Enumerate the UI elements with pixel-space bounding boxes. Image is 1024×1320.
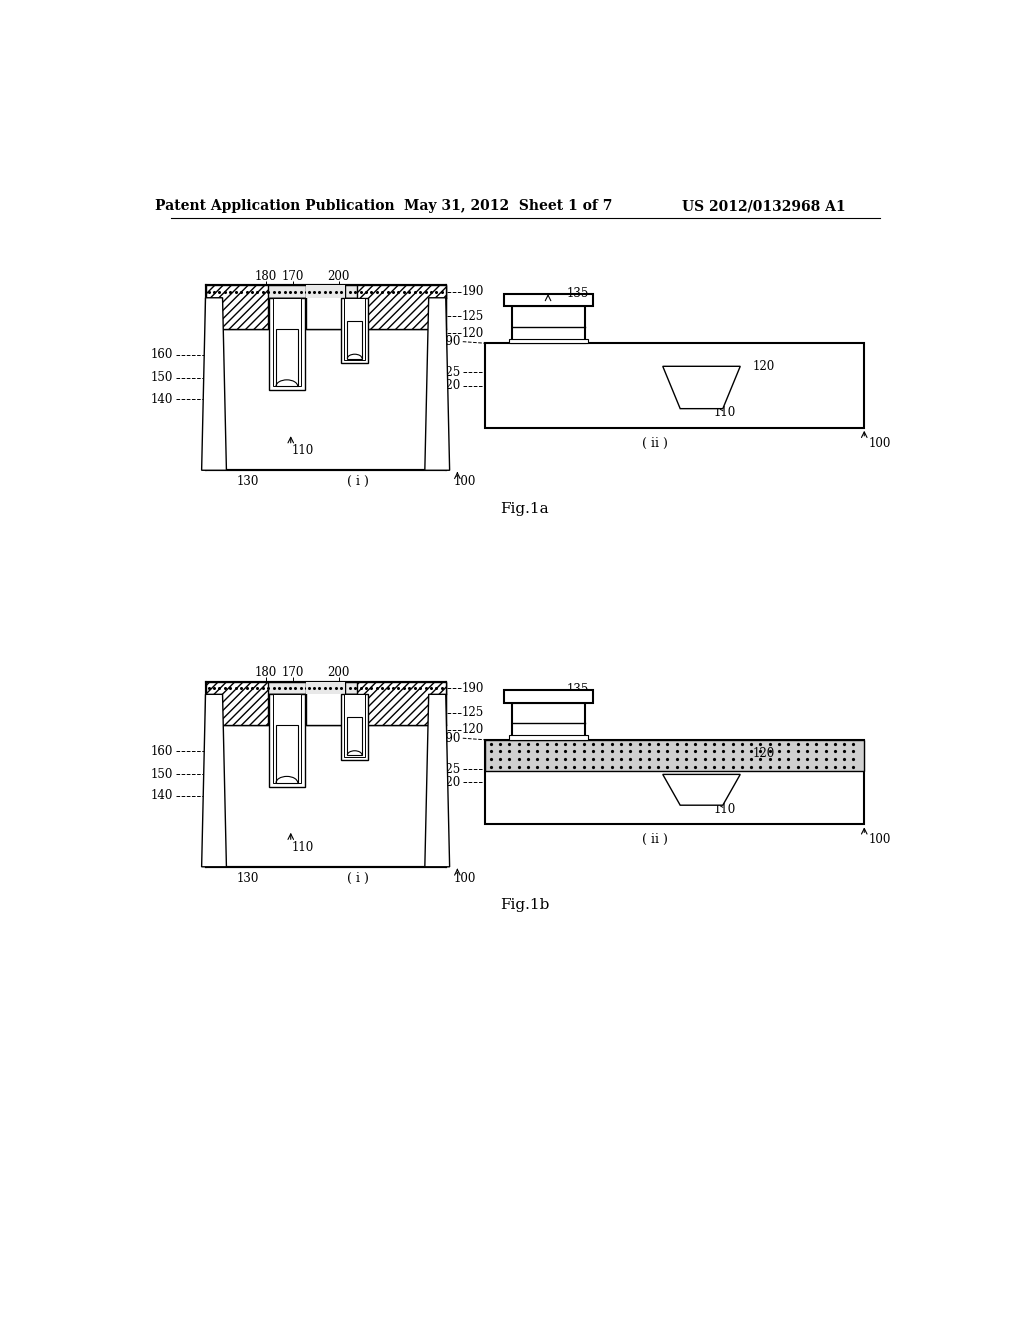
Polygon shape [663, 367, 740, 409]
Text: 100: 100 [454, 475, 476, 488]
Bar [206, 682, 267, 725]
Polygon shape [663, 775, 740, 805]
Text: 125: 125 [439, 366, 461, 379]
Text: 160: 160 [151, 348, 173, 362]
Text: 100: 100 [868, 833, 891, 846]
Bar [206, 682, 445, 867]
Text: 120: 120 [439, 776, 461, 788]
Bar [306, 285, 345, 298]
Text: 160: 160 [151, 744, 173, 758]
Text: Fig.1a: Fig.1a [501, 502, 549, 516]
Bar [273, 694, 301, 783]
Bar [276, 725, 298, 783]
Text: 170: 170 [282, 269, 304, 282]
Text: 130: 130 [237, 475, 259, 488]
Bar [509, 339, 588, 343]
Bar [306, 285, 345, 329]
Text: 110: 110 [291, 445, 313, 458]
Bar [484, 739, 864, 825]
Bar [306, 682, 345, 694]
Bar [504, 294, 593, 306]
Text: 120: 120 [461, 723, 483, 737]
Text: ( ii ): ( ii ) [642, 833, 668, 846]
Bar [504, 690, 593, 702]
Text: 190: 190 [461, 681, 483, 694]
Bar [341, 298, 369, 363]
Text: 120: 120 [439, 379, 461, 392]
Text: 190: 190 [439, 731, 461, 744]
Text: 150: 150 [151, 371, 173, 384]
Bar [347, 321, 362, 359]
Text: 120: 120 [461, 326, 483, 339]
Bar [206, 285, 445, 298]
Bar [512, 306, 586, 343]
Text: 110: 110 [714, 803, 736, 816]
Bar [273, 298, 301, 387]
Polygon shape [202, 694, 226, 867]
Text: 180: 180 [255, 269, 278, 282]
Text: ( i ): ( i ) [347, 871, 369, 884]
Bar [484, 739, 864, 771]
Polygon shape [202, 298, 226, 470]
Bar [206, 682, 445, 694]
Text: 190: 190 [439, 335, 461, 348]
Bar [276, 329, 298, 387]
Text: 125: 125 [461, 310, 483, 323]
Text: 190: 190 [461, 285, 483, 298]
Text: 100: 100 [454, 871, 476, 884]
Text: 150: 150 [151, 768, 173, 781]
Text: 135: 135 [566, 684, 589, 696]
Bar [306, 682, 345, 725]
Bar [356, 285, 445, 329]
Bar [269, 298, 305, 391]
Bar [347, 718, 362, 755]
Text: 110: 110 [714, 407, 736, 418]
Text: ( ii ): ( ii ) [642, 437, 668, 450]
Bar [341, 694, 369, 760]
Text: 110: 110 [291, 841, 313, 854]
Polygon shape [425, 298, 450, 470]
Text: 130: 130 [237, 871, 259, 884]
Text: 180: 180 [255, 667, 278, 680]
Bar [484, 343, 864, 428]
Text: 140: 140 [151, 789, 173, 803]
Bar [269, 694, 305, 787]
Polygon shape [425, 694, 450, 867]
Text: 200: 200 [328, 269, 350, 282]
Text: 120: 120 [753, 360, 774, 372]
Text: 170: 170 [282, 667, 304, 680]
Bar [509, 735, 588, 739]
Text: 100: 100 [868, 437, 891, 450]
Bar [344, 298, 366, 360]
Bar [206, 285, 267, 329]
Bar [344, 694, 366, 756]
Text: 125: 125 [439, 763, 461, 776]
Text: 125: 125 [461, 706, 483, 719]
Text: 135: 135 [566, 286, 589, 300]
Text: 140: 140 [151, 393, 173, 407]
Text: 120: 120 [753, 747, 774, 760]
Text: US 2012/0132968 A1: US 2012/0132968 A1 [682, 199, 846, 213]
Text: ( i ): ( i ) [347, 475, 369, 488]
Bar [356, 682, 445, 725]
Text: Patent Application Publication: Patent Application Publication [156, 199, 395, 213]
Text: 200: 200 [328, 667, 350, 680]
Text: May 31, 2012  Sheet 1 of 7: May 31, 2012 Sheet 1 of 7 [403, 199, 612, 213]
Text: Fig.1b: Fig.1b [500, 899, 550, 912]
Bar [512, 702, 586, 739]
Bar [206, 285, 445, 470]
